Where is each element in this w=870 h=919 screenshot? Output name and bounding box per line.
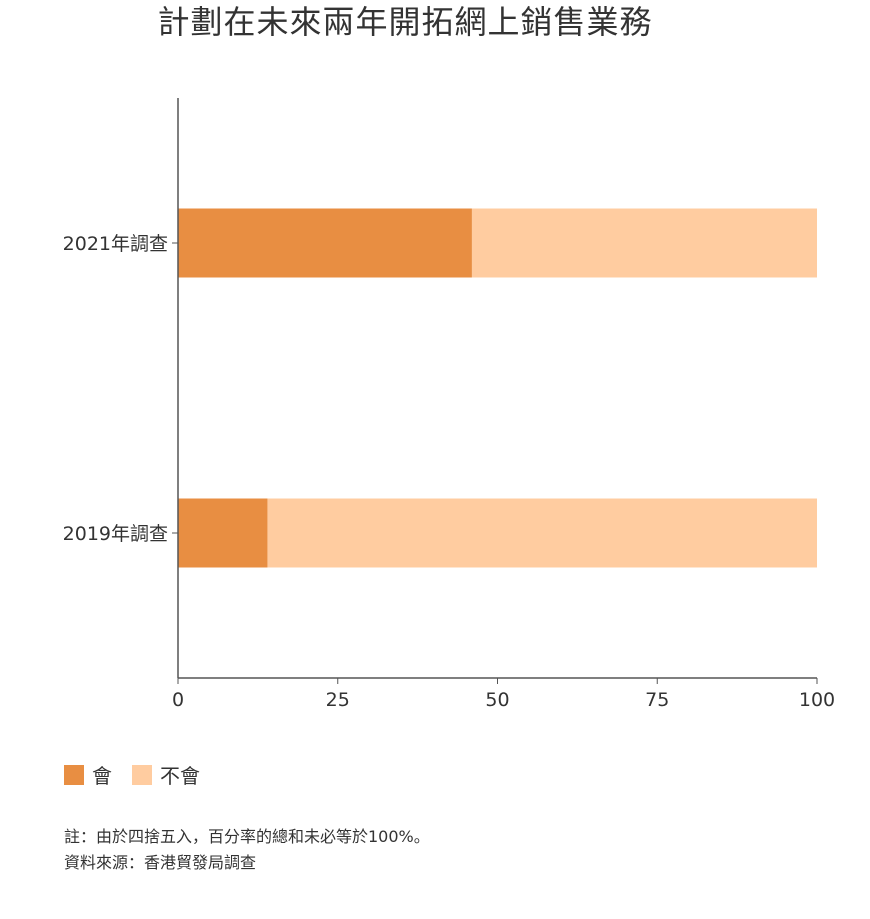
bar-will-not-1 (267, 498, 818, 568)
source-note: 資料來源：香港貿發局調查 (64, 853, 257, 872)
legend: 會 不會 (64, 760, 220, 789)
legend-item-will-not: 不會 (132, 760, 200, 789)
x-tick-label: 75 (645, 689, 669, 711)
stacked-bar-chart: 2021年調查 2019年調查 0 25 50 75 100 (63, 98, 835, 711)
chart-title: 計劃在未來兩年開拓網上銷售業務 (157, 3, 653, 41)
category-label: 2019年調查 (63, 523, 168, 545)
x-tick-label: 0 (172, 689, 184, 711)
bar-will-1 (178, 498, 268, 568)
bar-will-not-0 (471, 208, 817, 278)
category-label: 2021年調查 (63, 233, 168, 255)
legend-label-will: 會 (92, 764, 112, 788)
bar-will-0 (178, 208, 472, 278)
legend-label-will-not: 不會 (160, 764, 200, 788)
legend-swatch-will-not (132, 764, 152, 785)
legend-swatch-will (64, 764, 84, 785)
rounding-note: 註：由於四捨五入，百分率的總和未必等於100%。 (64, 827, 430, 846)
x-tick-label: 50 (485, 689, 509, 711)
x-tick-label: 25 (326, 689, 350, 711)
footnotes: 註：由於四捨五入，百分率的總和未必等於100%。 資料來源：香港貿發局調查 (64, 824, 430, 876)
x-tick-label: 100 (799, 689, 835, 711)
legend-item-will: 會 (64, 760, 112, 789)
